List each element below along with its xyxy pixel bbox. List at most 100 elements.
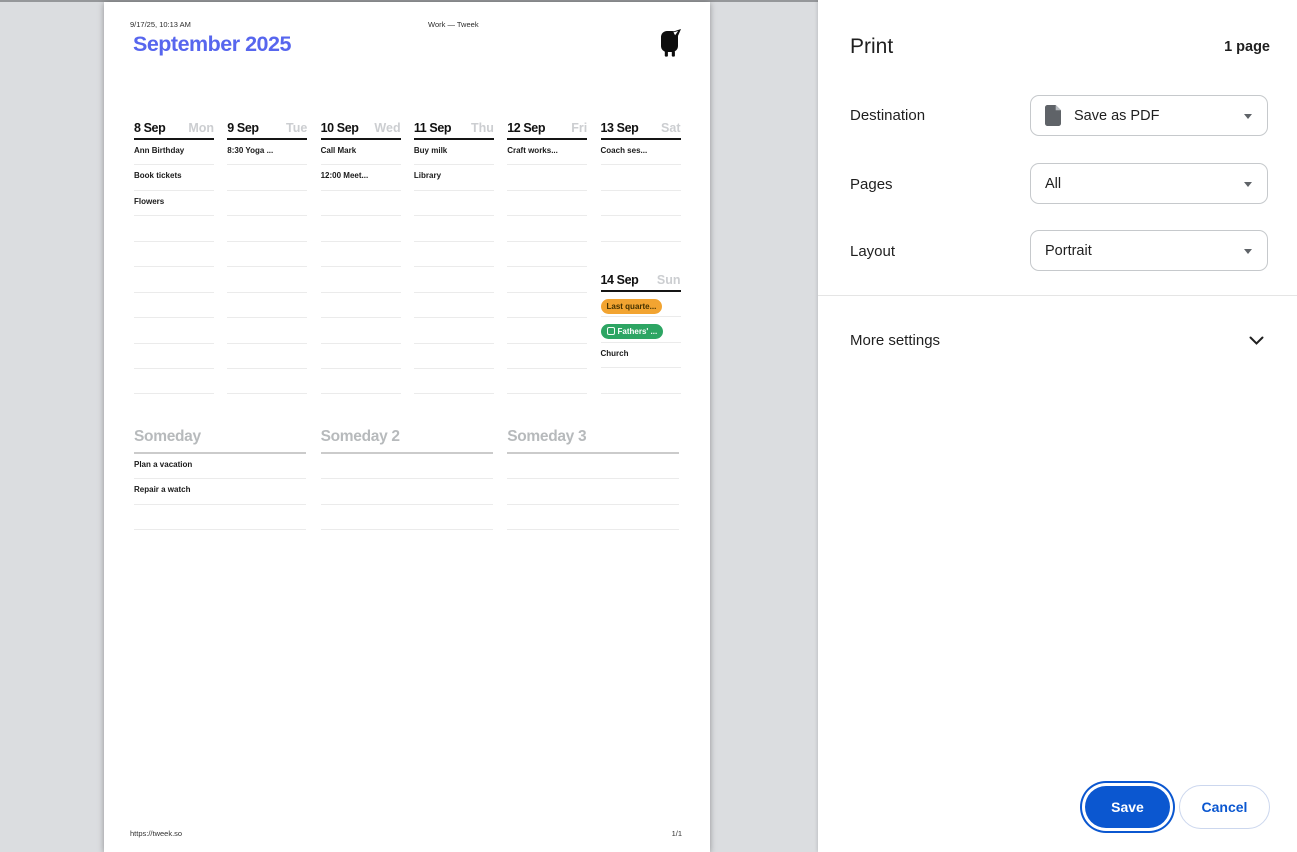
- someday-row: [507, 454, 680, 480]
- task-row: [600, 165, 681, 191]
- day-date: 13 Sep: [600, 121, 639, 135]
- destination-select[interactable]: Save as PDF: [1030, 95, 1268, 136]
- pages-select[interactable]: All: [1030, 163, 1268, 204]
- task-row: [507, 267, 588, 293]
- day-column-14-sep: 14 Sep Sun Last quarte... Fathers' ... Churc…: [600, 264, 681, 394]
- task-row: [227, 216, 308, 242]
- pdf-document-icon: [1045, 105, 1062, 126]
- task-row: [320, 216, 401, 242]
- someday-row: Repair a watch: [134, 479, 306, 505]
- someday-title: Someday: [134, 428, 306, 454]
- task-row: [227, 369, 308, 395]
- task-label: Library: [413, 171, 442, 181]
- print-preview-pane[interactable]: 9/17/25, 10:13 AM Work — Tweek September…: [0, 0, 818, 852]
- calendar-icon: [606, 327, 615, 336]
- task-row: Fathers' ...: [600, 317, 681, 343]
- task-row: [320, 344, 401, 369]
- dialog-title: Print: [850, 35, 894, 58]
- day-weekday: Fri: [571, 121, 588, 135]
- task-row: [413, 216, 494, 242]
- task-row: Call Mark: [320, 140, 401, 166]
- day-weekday: Sun: [656, 273, 681, 287]
- task-label: Church: [600, 348, 629, 358]
- task-row: [134, 369, 214, 395]
- print-doc-title: Work — Tweek: [428, 20, 479, 29]
- task-tag-amber: Last quarte...: [600, 299, 663, 314]
- save-button[interactable]: Save: [1085, 786, 1170, 828]
- day-column-9-sep: 9 Sep Tue 8:30 Yoga ...: [227, 112, 308, 395]
- task-row: [413, 191, 494, 217]
- caret-down-icon: [1244, 249, 1252, 254]
- day-weekday: Wed: [374, 121, 401, 135]
- destination-label: Destination: [850, 107, 926, 124]
- day-weekday: Mon: [188, 121, 214, 135]
- destination-value: Save as PDF: [1074, 107, 1160, 124]
- someday-column-1: Someday Plan a vacation Repair a watch: [134, 428, 306, 531]
- task-row: [507, 344, 588, 369]
- layout-label: Layout: [850, 243, 896, 260]
- task-row: Church: [600, 343, 681, 369]
- task-row: [413, 344, 494, 369]
- day-date: 14 Sep: [600, 273, 639, 287]
- task-row: Coach ses...: [600, 140, 681, 166]
- day-column-12-sep: 12 Sep Fri Craft works...: [507, 112, 588, 395]
- task-row: [227, 344, 308, 369]
- more-settings-label: More settings: [850, 332, 941, 349]
- day-date: 10 Sep: [320, 121, 359, 135]
- task-label: Book tickets: [134, 171, 182, 181]
- task-row: [134, 318, 214, 344]
- chevron-down-icon: [1249, 336, 1264, 345]
- more-settings-button[interactable]: More settings: [818, 320, 1297, 362]
- cancel-button[interactable]: Cancel: [1179, 785, 1270, 829]
- task-row: [413, 293, 494, 319]
- task-row: [320, 293, 401, 319]
- task-row: [413, 369, 494, 395]
- day-weekday: Sat: [661, 121, 681, 135]
- task-label: 8:30 Yoga ...: [227, 146, 274, 155]
- month-title: September 2025: [133, 32, 291, 56]
- task-label: 12:00 Meet...: [320, 171, 369, 181]
- task-row: [320, 318, 401, 344]
- day-column-13-sep: 13 Sep Sat Coach ses...: [600, 112, 681, 242]
- task-row: [320, 242, 401, 268]
- print-settings-panel: Print 1 page Destination Save as PDF Pag…: [818, 0, 1297, 852]
- someday-row: [134, 505, 306, 531]
- task-row: [227, 191, 308, 217]
- someday-column-2: Someday 2: [320, 428, 493, 531]
- day-date: 11 Sep: [413, 121, 452, 135]
- task-row: Craft works...: [507, 140, 588, 166]
- someday-row: [507, 479, 680, 505]
- task-row: Library: [413, 165, 494, 191]
- day-weekday: Tue: [286, 121, 308, 135]
- task-label: Plan a vacation: [134, 460, 193, 469]
- task-row: [600, 191, 681, 217]
- layout-select[interactable]: Portrait: [1030, 230, 1268, 271]
- someday-row: Plan a vacation: [134, 454, 306, 480]
- task-row: [507, 242, 588, 268]
- someday-grid: Someday Plan a vacation Repair a watch Some…: [104, 2, 710, 852]
- day-column-10-sep: 10 Sep Wed Call Mark 12:00 Meet...: [320, 112, 401, 395]
- task-row: [413, 267, 494, 293]
- task-row: [227, 318, 308, 344]
- someday-row: [507, 505, 680, 531]
- task-row: [507, 191, 588, 217]
- task-row: Ann Birthday: [134, 140, 214, 166]
- someday-column-3: Someday 3: [507, 428, 680, 531]
- print-datetime: 9/17/25, 10:13 AM: [130, 20, 191, 29]
- settings-divider: [818, 295, 1297, 296]
- layout-value: Portrait: [1045, 242, 1092, 259]
- page-header: 9/17/25, 10:13 AM Work — Tweek: [130, 20, 684, 29]
- task-row: [507, 165, 588, 191]
- task-row: [134, 267, 214, 293]
- task-row: [227, 242, 308, 268]
- day-weekday: Thu: [470, 121, 494, 135]
- task-row: Buy milk: [413, 140, 494, 166]
- day-date: 8 Sep: [134, 121, 166, 135]
- week-grid: 8 Sep Mon Ann Birthday Book tickets Flowers 9…: [104, 2, 710, 852]
- task-row: 8:30 Yoga ...: [227, 140, 308, 166]
- task-row: [507, 293, 588, 319]
- task-row: [413, 242, 494, 268]
- task-row: [227, 165, 308, 191]
- task-row: [413, 318, 494, 344]
- task-row: [227, 267, 308, 293]
